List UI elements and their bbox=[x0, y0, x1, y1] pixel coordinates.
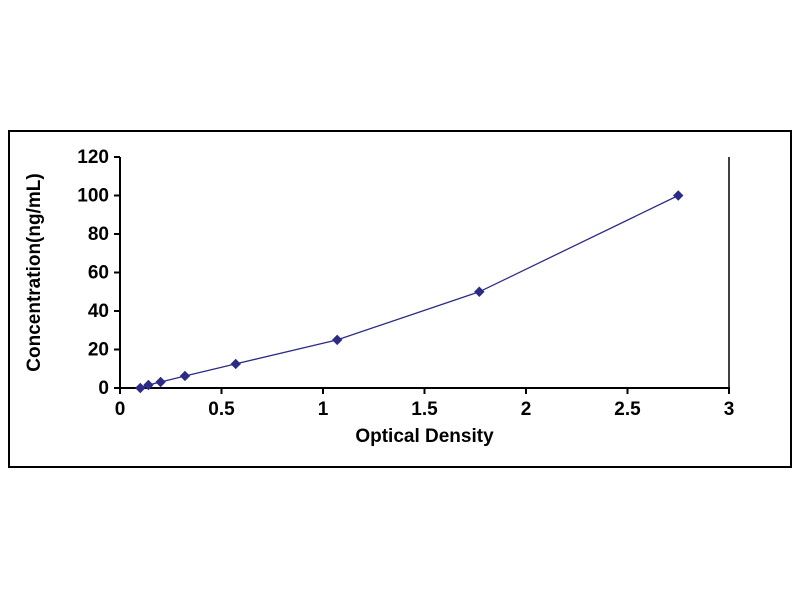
data-point-marker bbox=[474, 286, 485, 297]
x-tick-label: 1 bbox=[318, 399, 329, 420]
data-point-marker bbox=[155, 376, 166, 388]
y-tick-label: 80 bbox=[88, 224, 109, 245]
standard-curve-chart: 0 0.5 1 1.5 2 2.5 3 0 20 40 60 80 100 120 Optical Dens… bbox=[8, 130, 792, 468]
x-tick-label: 0.5 bbox=[208, 399, 235, 420]
y-tick-label: 60 bbox=[88, 263, 109, 284]
x-tick-label: 1.5 bbox=[411, 399, 438, 420]
data-point-marker bbox=[673, 190, 684, 201]
x-tick-label: 3 bbox=[724, 399, 735, 420]
chart-canvas: 0 0.5 1 1.5 2 2.5 3 0 20 40 60 80 100 120 Optical Dens… bbox=[24, 147, 735, 447]
y-axis-title: Concentration(ng/mL) bbox=[24, 173, 45, 371]
series-line bbox=[140, 194, 679, 389]
y-tick-label: 20 bbox=[88, 340, 109, 361]
data-point-marker bbox=[179, 370, 191, 382]
data-point-marker bbox=[332, 334, 343, 346]
data-point-marker bbox=[135, 382, 146, 394]
x-tick-label: 2 bbox=[521, 399, 532, 420]
y-tick-label: 40 bbox=[88, 301, 109, 322]
y-tick-label: 120 bbox=[77, 147, 109, 168]
data-point-marker bbox=[143, 379, 154, 391]
x-tick-label: 0 bbox=[115, 399, 126, 420]
y-tick-label: 100 bbox=[77, 186, 109, 207]
x-axis-title: Optical Density bbox=[355, 426, 494, 447]
y-tick-label: 0 bbox=[98, 378, 109, 399]
data-point-marker bbox=[230, 358, 241, 370]
x-tick-label: 2.5 bbox=[614, 399, 641, 420]
